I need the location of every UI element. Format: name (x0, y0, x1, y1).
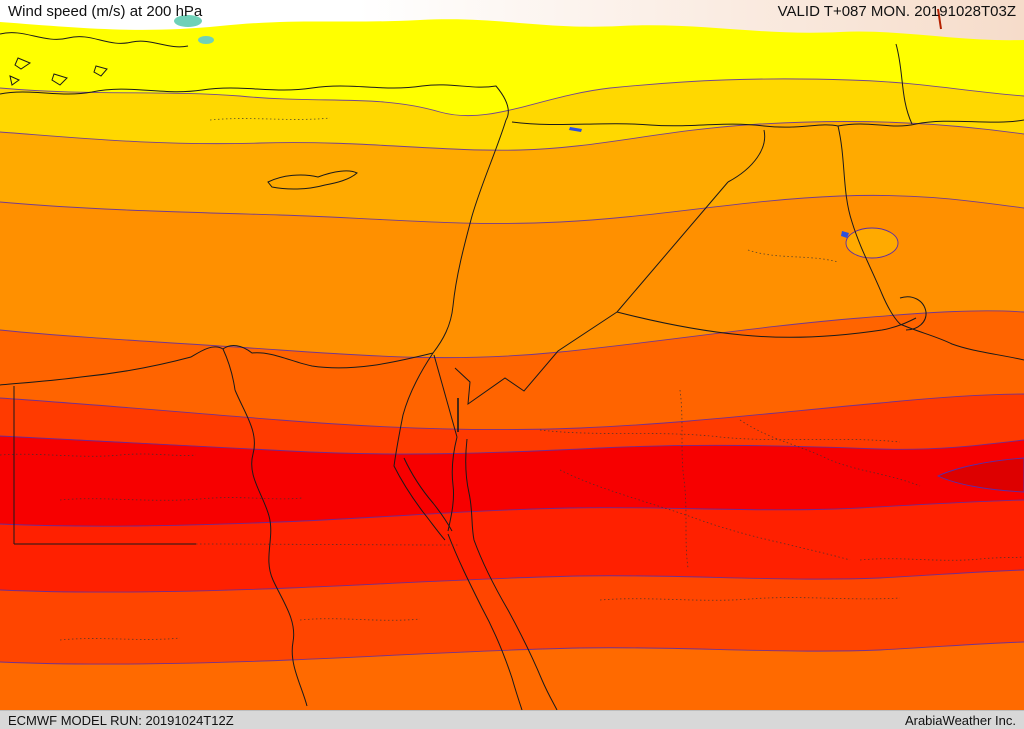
cyprus-island (267, 170, 358, 190)
admin-line (747, 249, 839, 263)
wind-speed-map: Wind speed (m/s) at 200 hPa VALID T+087 … (0, 0, 1024, 710)
band-orange-bottom (0, 642, 1024, 710)
aegean-islands (9, 57, 108, 86)
lake (569, 127, 582, 132)
turkey-iran-border (837, 119, 1024, 127)
kuwait-coast (899, 296, 927, 331)
contour-lines (0, 78, 1024, 665)
lakes-and-marks (174, 8, 942, 238)
contour-line (0, 194, 1024, 224)
nile-river (234, 389, 308, 707)
aegean-coast (0, 32, 189, 48)
strait-mark (937, 8, 942, 30)
brand-label: ArabiaWeather Inc. (904, 712, 1016, 728)
red-sea-west-coast (447, 533, 523, 710)
suez-gulf-east (403, 457, 453, 532)
valid-time-label: VALID T+087 MON. 20191028T03Z (777, 3, 1016, 20)
admin-line (0, 453, 197, 457)
contour-line (0, 78, 1024, 117)
map-canvas (0, 0, 1024, 710)
contour-line (0, 393, 1024, 431)
lake (841, 231, 849, 238)
map-title: Wind speed (m/s) at 200 hPa (8, 3, 203, 20)
contour-line (0, 310, 1024, 359)
syria-turkey-border (511, 121, 839, 128)
admin-boundaries-dotted (0, 117, 1024, 641)
egypt-israel-border (433, 354, 458, 438)
model-run-label: ECMWF MODEL RUN: 20191024T12Z (8, 712, 234, 728)
iran-iraq-border (837, 125, 901, 325)
contour-line (0, 435, 1024, 455)
aqaba-gulf-west (447, 436, 458, 532)
admin-line (195, 543, 459, 546)
coastlines (0, 32, 1024, 710)
red-core-tongue (936, 457, 1024, 493)
aqaba-saudi-coast (465, 438, 558, 710)
contour-line (0, 499, 1024, 527)
saudi-iraq-east-border (616, 311, 917, 338)
wind-speed-bands (0, 0, 1024, 710)
anatolia-south-coast (0, 84, 509, 121)
admin-line (559, 469, 851, 561)
contour-line (0, 641, 1024, 665)
sinai-suez-gulf-west (393, 352, 446, 541)
caucasus-border (895, 43, 913, 125)
gulf-coast (899, 323, 1024, 361)
iraq-saudi-border (616, 181, 729, 313)
levant-egypt-coast (0, 119, 507, 386)
teal-patch (198, 36, 214, 44)
admin-line (739, 419, 921, 487)
teal-patch (174, 15, 202, 27)
admin-line (59, 497, 303, 501)
contour-line (0, 121, 1024, 151)
admin-line (539, 429, 901, 443)
jordan-saudi-border (454, 311, 618, 406)
admin-line (59, 637, 181, 641)
admin-line (679, 389, 689, 569)
admin-line (299, 618, 421, 621)
contour-line (0, 569, 1024, 593)
country-borders (13, 43, 1024, 545)
footer-bar: ECMWF MODEL RUN: 20191024T12Z ArabiaWeat… (0, 710, 1024, 729)
admin-line (209, 117, 331, 121)
iraq-syria-border (727, 129, 766, 183)
closed-contour-cell (845, 227, 899, 259)
nile-delta (222, 348, 236, 391)
